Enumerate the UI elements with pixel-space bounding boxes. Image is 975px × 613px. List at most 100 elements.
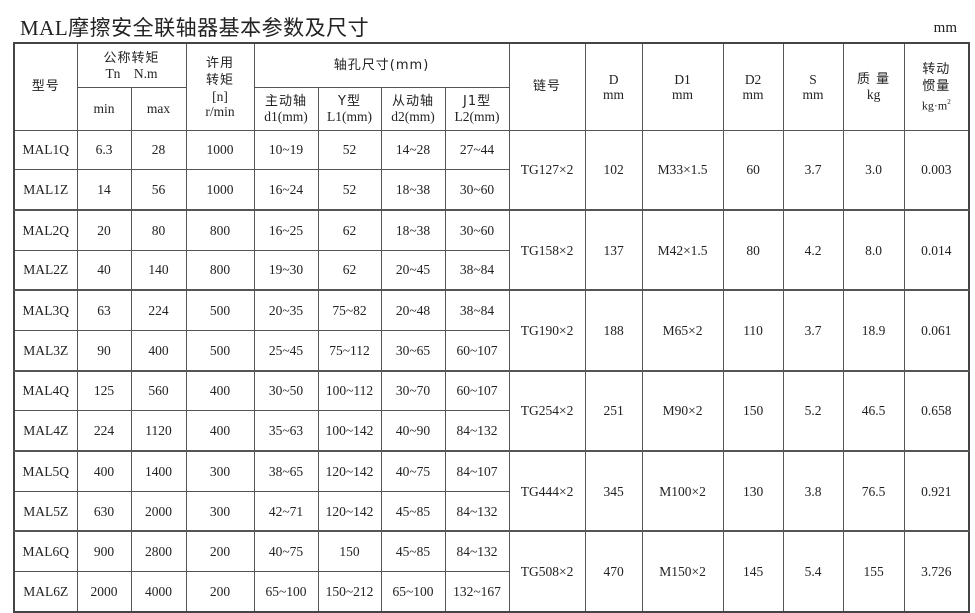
header-inertia-unit: kg·m <box>921 98 948 112</box>
cell-speed: 800 <box>185 249 255 291</box>
header-speed-label: 许用转矩 <box>206 55 235 88</box>
cell-s: 4.2 <box>782 208 844 291</box>
cell-mass: 155 <box>842 530 905 613</box>
header-mass: 质 量 kg <box>842 42 905 131</box>
cell-tn-max: 2800 <box>130 530 187 573</box>
cell-d1: M42×1.5 <box>641 208 724 291</box>
header-S-unit: mm <box>802 86 824 102</box>
cell-l1: 75~82 <box>317 289 382 331</box>
cell-s: 3.7 <box>782 289 844 372</box>
cell-l1: 120~142 <box>317 490 382 532</box>
cell-d1: M90×2 <box>641 369 724 452</box>
header-D-label: D <box>608 71 619 87</box>
header-D1-label: D1 <box>674 71 691 87</box>
cell-inertia: 0.658 <box>903 369 970 452</box>
cell-inertia: 0.003 <box>903 129 970 211</box>
cell-d1: 35~63 <box>253 410 319 452</box>
cell-d1: M65×2 <box>641 289 724 372</box>
cell-d1: 16~24 <box>253 169 319 211</box>
cell-speed: 400 <box>185 369 255 412</box>
cell-mass: 3.0 <box>842 129 905 211</box>
header-l2: J1型 L2(mm) <box>444 86 510 131</box>
cell-d2: 30~70 <box>380 369 446 412</box>
header-bore: 轴孔尺寸(mm) <box>253 42 510 88</box>
cell-d2: 18~38 <box>380 169 446 211</box>
cell-l1: 52 <box>317 169 382 211</box>
page-title: MAL摩擦安全联轴器基本参数及尺寸 <box>20 16 370 40</box>
cell-model: MAL6Z <box>13 571 78 613</box>
cell-l2: 84~132 <box>444 530 510 573</box>
header-torque: 公称转矩 Tn N.m <box>76 42 187 88</box>
cell-d2: 145 <box>722 530 784 613</box>
cell-l1: 100~112 <box>317 369 382 412</box>
header-bore-label: 轴孔尺寸(mm) <box>333 58 430 74</box>
parameter-table: 型号 公称转矩 Tn N.m 许用转矩 [n] r/min 轴孔尺寸(mm) 链号 D… <box>13 42 971 613</box>
cell-d2: 45~85 <box>380 490 446 532</box>
cell-d2: 65~100 <box>380 571 446 613</box>
cell-model: MAL4Z <box>13 410 78 452</box>
cell-d2: 20~48 <box>380 289 446 331</box>
cell-d2: 40~90 <box>380 410 446 452</box>
cell-model: MAL2Q <box>13 208 78 251</box>
cell-d1: 42~71 <box>253 490 319 532</box>
cell-d: 137 <box>584 208 643 291</box>
header-d2-unit: d2(mm) <box>391 109 435 124</box>
cell-tn-max: 140 <box>130 249 187 291</box>
header-l1: Y型 L1(mm) <box>317 86 382 131</box>
cell-d2: 20~45 <box>380 249 446 291</box>
header-speed-unit1: [n] <box>212 88 228 104</box>
cell-l1: 62 <box>317 208 382 251</box>
cell-d1: 10~19 <box>253 129 319 171</box>
cell-d2: 60 <box>722 129 784 211</box>
cell-d2: 45~85 <box>380 530 446 573</box>
cell-tn-min: 900 <box>76 530 132 573</box>
header-l1-label: Y型 <box>338 94 361 109</box>
cell-tn-max: 1120 <box>130 410 187 452</box>
cell-s: 3.7 <box>782 129 844 211</box>
cell-tn-min: 40 <box>76 249 132 291</box>
cell-speed: 1000 <box>185 129 255 171</box>
cell-l2: 60~107 <box>444 329 510 372</box>
cell-tn-max: 2000 <box>130 490 187 532</box>
table-row: MAL1Q 6.3 28 1000 10~19 52 14~28 27~44 TG127×2 10… <box>13 129 970 211</box>
cell-speed: 300 <box>185 490 255 532</box>
cell-tn-min: 2000 <box>76 571 132 613</box>
cell-d: 251 <box>584 369 643 452</box>
cell-tn-max: 560 <box>130 369 187 412</box>
cell-tn-min: 90 <box>76 329 132 372</box>
cell-tn-max: 400 <box>130 329 187 372</box>
cell-speed: 300 <box>185 449 255 492</box>
cell-tn-min: 14 <box>76 169 132 211</box>
cell-l2: 38~84 <box>444 289 510 331</box>
cell-l2: 30~60 <box>444 208 510 251</box>
cell-l1: 52 <box>317 129 382 171</box>
cell-l1: 62 <box>317 249 382 291</box>
cell-speed: 400 <box>185 410 255 452</box>
header-d1-label: 主动轴 <box>265 94 308 109</box>
cell-mass: 18.9 <box>842 289 905 372</box>
cell-speed: 500 <box>185 289 255 331</box>
cell-speed: 200 <box>185 571 255 613</box>
table-row: MAL4Z 224 1120 400 35~63 100~142 40~90 84~132 <box>13 410 969 452</box>
header-D-unit: mm <box>603 86 625 102</box>
cell-s: 3.8 <box>782 449 844 532</box>
cell-tn-min: 63 <box>76 289 132 331</box>
cell-d: 345 <box>584 449 643 532</box>
header-inertia-label: 转动惯量 <box>922 61 951 94</box>
header-l1-unit: L1(mm) <box>327 109 373 124</box>
cell-l2: 84~107 <box>444 449 510 492</box>
header-d2: 从动轴 d2(mm) <box>380 86 446 131</box>
cell-d2: 80 <box>722 208 784 291</box>
cell-d1: 40~75 <box>253 530 319 573</box>
header-inertia: 转动惯量 kg·m2 <box>903 42 970 131</box>
cell-d1: M33×1.5 <box>641 129 724 211</box>
header-l2-label: J1型 <box>462 94 492 109</box>
header-speed-unit2: r/min <box>205 103 235 119</box>
cell-model: MAL1Q <box>13 129 78 171</box>
cell-d2: 110 <box>722 289 784 372</box>
cell-chain: TG127×2 <box>508 129 586 211</box>
cell-d2: 130 <box>722 449 784 532</box>
cell-d1: M100×2 <box>641 449 724 532</box>
table-row: MAL5Q 400 1400 300 38~65 120~142 40~75 84~107 TG… <box>13 449 970 532</box>
